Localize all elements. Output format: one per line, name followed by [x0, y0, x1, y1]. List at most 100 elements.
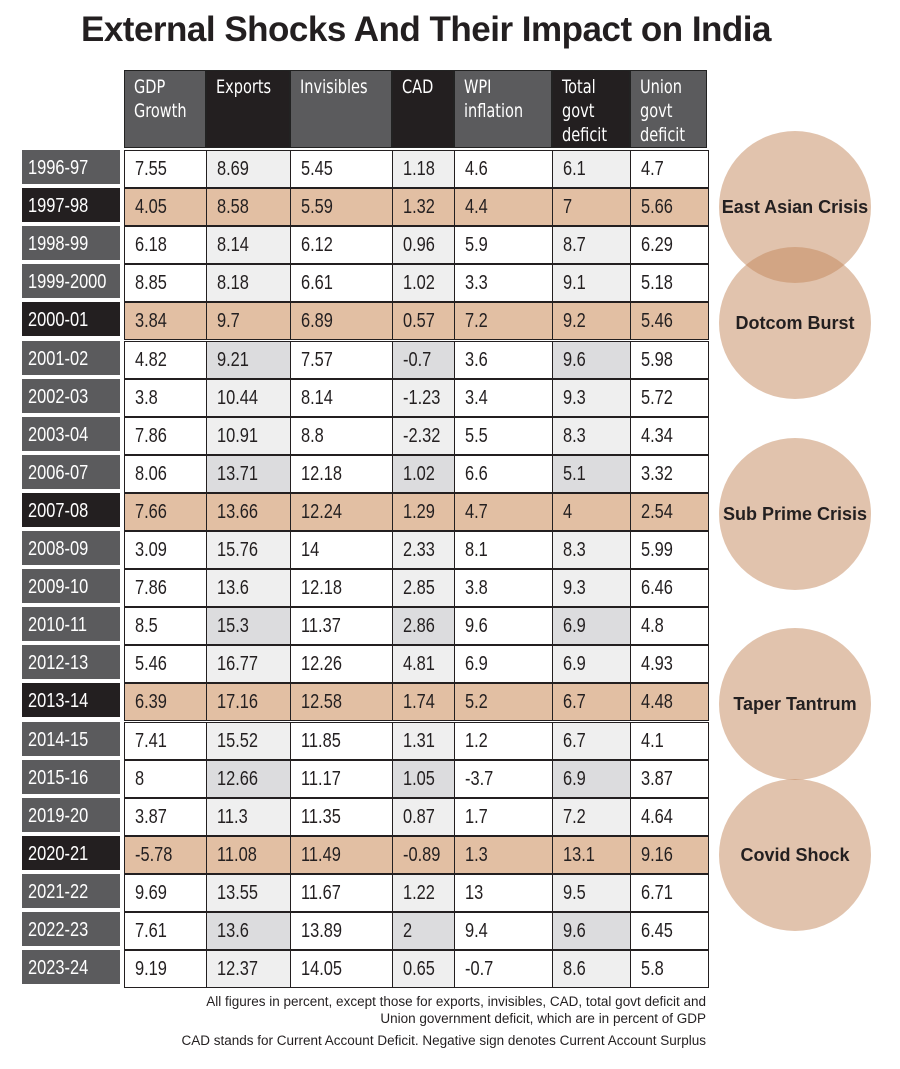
table-cell: 3.32 — [630, 454, 709, 493]
cell-value: -1.23 — [403, 386, 441, 409]
table-cell: 9.19 — [124, 950, 208, 989]
table-cell: 9.2 — [552, 302, 632, 341]
column-header: GDP Growth — [124, 70, 206, 148]
cell-value: 0.57 — [403, 310, 435, 333]
cell-value: 8.6 — [563, 958, 586, 981]
table-cell: 6.18 — [124, 226, 208, 265]
year-text: 2014-15 — [28, 728, 89, 751]
row-year-label: 2010-11 — [22, 607, 120, 644]
table-cell: 4.1 — [630, 721, 709, 760]
table-cell: 2.33 — [392, 531, 456, 569]
table-cell: 9.3 — [552, 378, 632, 417]
cell-value: 5.46 — [641, 310, 673, 333]
table-cell: 3.6 — [454, 340, 554, 379]
table-cell: 2.54 — [630, 492, 709, 531]
table-cell: 7.57 — [290, 340, 394, 379]
cell-value: 9.6 — [563, 920, 586, 942]
cell-value: 5.18 — [641, 272, 673, 295]
table-cell: 4.6 — [454, 150, 554, 188]
table-cell: 1.2 — [454, 721, 554, 760]
column-header-label: GDP Growth — [134, 76, 187, 122]
row-year-label: 1997-98 — [22, 188, 120, 225]
table-cell: 4.64 — [630, 797, 709, 836]
table-cell: 5.46 — [630, 302, 709, 341]
table-cell: 13 — [454, 873, 554, 912]
table-cell: 4.93 — [630, 645, 709, 684]
table-cell: 7.2 — [454, 302, 554, 341]
table-cell: 9.3 — [552, 569, 632, 608]
cell-value: 6.9 — [563, 615, 586, 638]
cell-value: 4.8 — [641, 615, 664, 638]
table-cell: -2.32 — [392, 416, 456, 455]
row-year-label: 1996-97 — [22, 150, 120, 186]
table-cell: 12.18 — [290, 454, 394, 493]
cell-value: 7.86 — [135, 577, 167, 600]
footnote-1: All figures in percent, except those for… — [206, 994, 706, 1009]
table-cell: 5.46 — [124, 645, 208, 684]
cell-value: 3.87 — [641, 767, 673, 790]
page-title: External Shocks And Their Impact on Indi… — [80, 10, 772, 49]
cell-value: 8.3 — [563, 539, 586, 561]
table-cell: 11.17 — [290, 759, 394, 798]
table-cell: 14 — [290, 531, 394, 569]
table-cell: 1.7 — [454, 797, 554, 836]
table-cell: -0.89 — [392, 835, 456, 874]
table-cell: 8.3 — [552, 531, 632, 569]
cell-value: 2.86 — [403, 615, 435, 638]
cell-value: 9.3 — [563, 386, 586, 409]
cell-value: 12.66 — [217, 767, 259, 790]
cell-value: 5.5 — [465, 424, 488, 447]
table-cell: 8.5 — [124, 607, 208, 646]
cell-value: 9.7 — [217, 310, 240, 333]
year-text: 1997-98 — [28, 195, 89, 218]
table-cell: 12.26 — [290, 645, 394, 684]
cell-value: 3.8 — [465, 577, 488, 600]
table-cell: 8.06 — [124, 454, 208, 493]
cell-value: -0.7 — [403, 348, 432, 371]
table-cell: 5.2 — [454, 683, 554, 722]
cell-value: 7 — [563, 196, 573, 219]
cell-value: 3.4 — [465, 386, 488, 409]
row-year-label: 1999-2000 — [22, 264, 120, 301]
cell-value: 4.1 — [641, 729, 664, 752]
column-header: Union govt deficit — [630, 70, 707, 148]
column-header-label: WPI inflation — [464, 76, 524, 122]
table-cell: 8.69 — [206, 150, 292, 188]
cell-value: 1.22 — [403, 881, 435, 904]
table-cell: 6.39 — [124, 683, 208, 722]
cell-value: 17.16 — [217, 691, 259, 714]
cell-value: 4.64 — [641, 805, 673, 828]
cell-value: 8.18 — [217, 272, 249, 295]
cell-value: 2.85 — [403, 577, 435, 600]
table-cell: 5.18 — [630, 264, 709, 303]
table-cell: 4.8 — [630, 607, 709, 646]
table-cell: 9.69 — [124, 873, 208, 912]
table-cell: 6.6 — [454, 454, 554, 493]
cell-value: 8.85 — [135, 272, 167, 295]
table-cell: 8.58 — [206, 188, 292, 227]
table-cell: 5.59 — [290, 188, 394, 227]
table-cell: 0.87 — [392, 797, 456, 836]
cell-value: 15.52 — [217, 729, 259, 752]
table-cell: 9.7 — [206, 302, 292, 341]
cell-value: 6.9 — [563, 767, 586, 790]
cell-value: 5.98 — [641, 348, 673, 371]
table-cell: -1.23 — [392, 378, 456, 417]
shock-circle: Taper Tantrum — [719, 628, 871, 780]
table-cell: 8.1 — [454, 531, 554, 569]
cell-value: 8.5 — [135, 615, 158, 638]
cell-value: 5.59 — [301, 196, 333, 219]
table-cell: 8.18 — [206, 264, 292, 303]
table-cell: 1.02 — [392, 264, 456, 303]
table-cell: 7.86 — [124, 569, 208, 608]
cell-value: 6.45 — [641, 920, 673, 942]
table-cell: 7.55 — [124, 150, 208, 188]
column-header-label: Invisibles — [300, 76, 368, 98]
cell-value: 12.58 — [301, 691, 343, 714]
cell-value: 8 — [135, 767, 145, 790]
table-cell: 8.7 — [552, 226, 632, 265]
table-cell: 1.18 — [392, 150, 456, 188]
cell-value: 4.93 — [641, 653, 673, 676]
cell-value: 6.12 — [301, 234, 333, 257]
cell-value: 6.7 — [563, 729, 586, 752]
